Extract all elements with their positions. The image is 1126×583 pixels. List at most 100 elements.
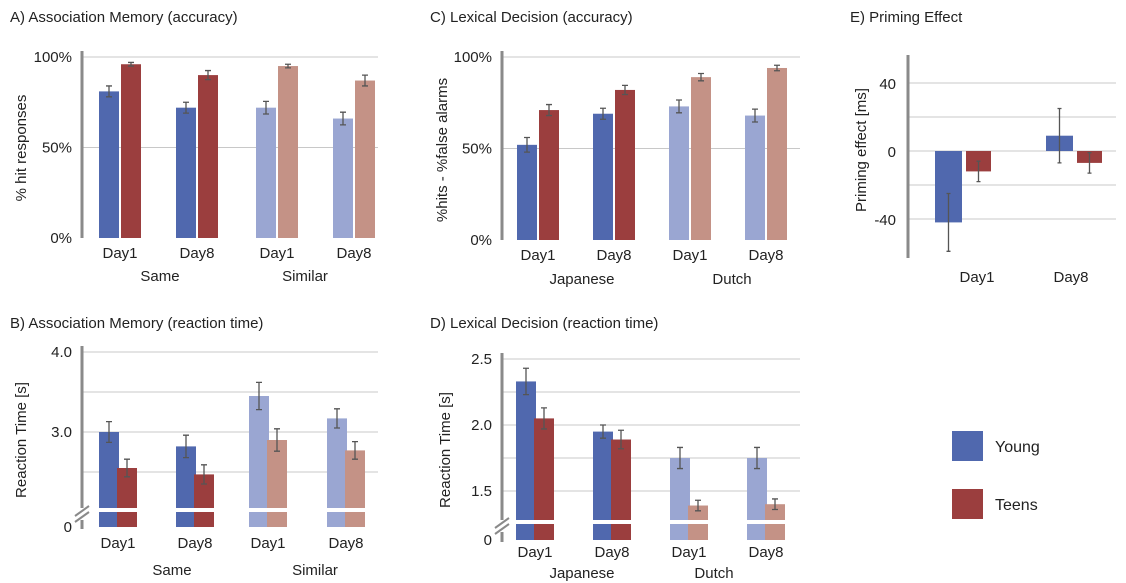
error-bar (622, 84, 628, 96)
error-bar (340, 111, 346, 126)
y-tick-label: 50% (42, 140, 72, 157)
x-tick-label: Day1 (520, 247, 555, 264)
error-bar (774, 64, 780, 72)
y-tick-label: 2.0 (471, 417, 492, 434)
error-bar (677, 446, 683, 470)
error-bar (618, 429, 624, 450)
y-tick-label: 0% (470, 232, 492, 249)
axis-break-icon (74, 505, 90, 523)
error-bar (274, 428, 280, 452)
error-bar (546, 103, 552, 117)
y-tick-label: 0% (50, 230, 72, 247)
error-bar (256, 381, 262, 411)
bar-stub-teens (611, 524, 631, 540)
group-label: Similar (292, 562, 338, 579)
bar-teens (767, 67, 787, 240)
bar-teens (121, 64, 141, 239)
group-label: Same (140, 268, 179, 285)
y-tick-label: 100% (454, 49, 492, 66)
bar-teens (198, 75, 218, 238)
bar-teens (611, 439, 631, 520)
error-bar (334, 408, 340, 429)
bar-teens (688, 505, 708, 520)
error-bar (201, 464, 207, 485)
x-tick-label: Day1 (671, 544, 706, 561)
legend: Young Teens (952, 431, 1040, 519)
y-axis-label: Reaction Time [s] (13, 382, 30, 498)
bar-young (593, 431, 613, 520)
x-tick-label: Day1 (100, 535, 135, 552)
error-bar (695, 499, 701, 512)
bar-young (669, 106, 689, 240)
group-label: Japanese (549, 565, 614, 582)
panel-title: E) Priming Effect (850, 9, 963, 26)
bar-stub-teens (345, 512, 365, 527)
x-tick-label: Day1 (959, 269, 994, 286)
error-bar (124, 458, 130, 478)
legend-label-teens: Teens (995, 497, 1038, 514)
panel-c-lexical-decision-accuracy: C) Lexical Decision (accuracy) 0% 50% 100% D… (430, 9, 800, 288)
error-bar (205, 69, 211, 81)
bar-young (670, 458, 690, 520)
bar-stub-teens (688, 524, 708, 540)
error-bar (752, 108, 758, 123)
panel-title: B) Association Memory (reaction time) (10, 315, 263, 332)
bar-teens (539, 110, 559, 240)
y-tick-label: 0 (64, 519, 72, 536)
error-bar (541, 407, 547, 430)
error-bar (285, 63, 291, 69)
bar-young (176, 107, 196, 239)
x-tick-label: Day8 (748, 544, 783, 561)
y-axis-label: Reaction Time [s] (437, 392, 454, 508)
bar-young (333, 118, 353, 238)
y-tick-label: 4.0 (51, 344, 72, 361)
y-tick-label: 0 (888, 144, 896, 161)
error-bar (352, 440, 358, 460)
panel-d-lexical-decision-reaction-time: D) Lexical Decision (reaction time) 0 1.5 2… (430, 315, 800, 582)
x-tick-label: Day8 (596, 247, 631, 264)
bar-young (593, 113, 613, 240)
bar-stub-young (99, 512, 119, 527)
y-axis-label: Priming effect [ms] (853, 88, 870, 212)
bar-young (516, 381, 536, 520)
panel-a-association-memory-accuracy: A) Association Memory (accuracy) 0% 50% 100… (10, 9, 378, 285)
bar-stub-young (327, 512, 347, 527)
bar-teens (345, 450, 365, 508)
error-bar (676, 99, 682, 114)
bar-young (256, 107, 276, 239)
panel-title: D) Lexical Decision (reaction time) (430, 315, 658, 332)
y-tick-label: 40 (879, 76, 896, 93)
group-label: Dutch (712, 271, 751, 288)
bar-stub-teens (765, 524, 785, 540)
bar-teens (615, 89, 635, 240)
legend-swatch-teens (952, 489, 983, 519)
x-tick-label: Day1 (102, 245, 137, 262)
y-tick-label: 2.5 (471, 351, 492, 368)
error-bar (128, 61, 134, 67)
axis-break-icon (494, 517, 510, 535)
bar-teens (117, 468, 137, 508)
bar-young (747, 458, 767, 520)
error-bar (524, 136, 530, 153)
bar-stub-teens (117, 512, 137, 527)
error-bar (106, 420, 112, 444)
x-tick-label: Day1 (517, 544, 552, 561)
bar-teens (765, 504, 785, 520)
x-tick-label: Day8 (594, 544, 629, 561)
y-tick-label: 50% (462, 141, 492, 158)
panel-b-association-memory-reaction-time: B) Association Memory (reaction time) 0 3.… (10, 315, 378, 579)
panel-title: C) Lexical Decision (accuracy) (430, 9, 633, 26)
bar-teens (355, 80, 375, 238)
y-tick-label: 1.5 (471, 483, 492, 500)
bar-teens (194, 474, 214, 508)
bar-young (99, 91, 119, 238)
bar-stub-young (516, 524, 536, 540)
error-bar (106, 85, 112, 98)
bar-teens (278, 66, 298, 238)
error-bar (183, 101, 189, 114)
bar-teens (534, 418, 554, 520)
panel-title: A) Association Memory (accuracy) (10, 9, 238, 26)
error-bar (600, 424, 606, 439)
x-tick-label: Day8 (1053, 269, 1088, 286)
x-tick-label: Day8 (179, 245, 214, 262)
